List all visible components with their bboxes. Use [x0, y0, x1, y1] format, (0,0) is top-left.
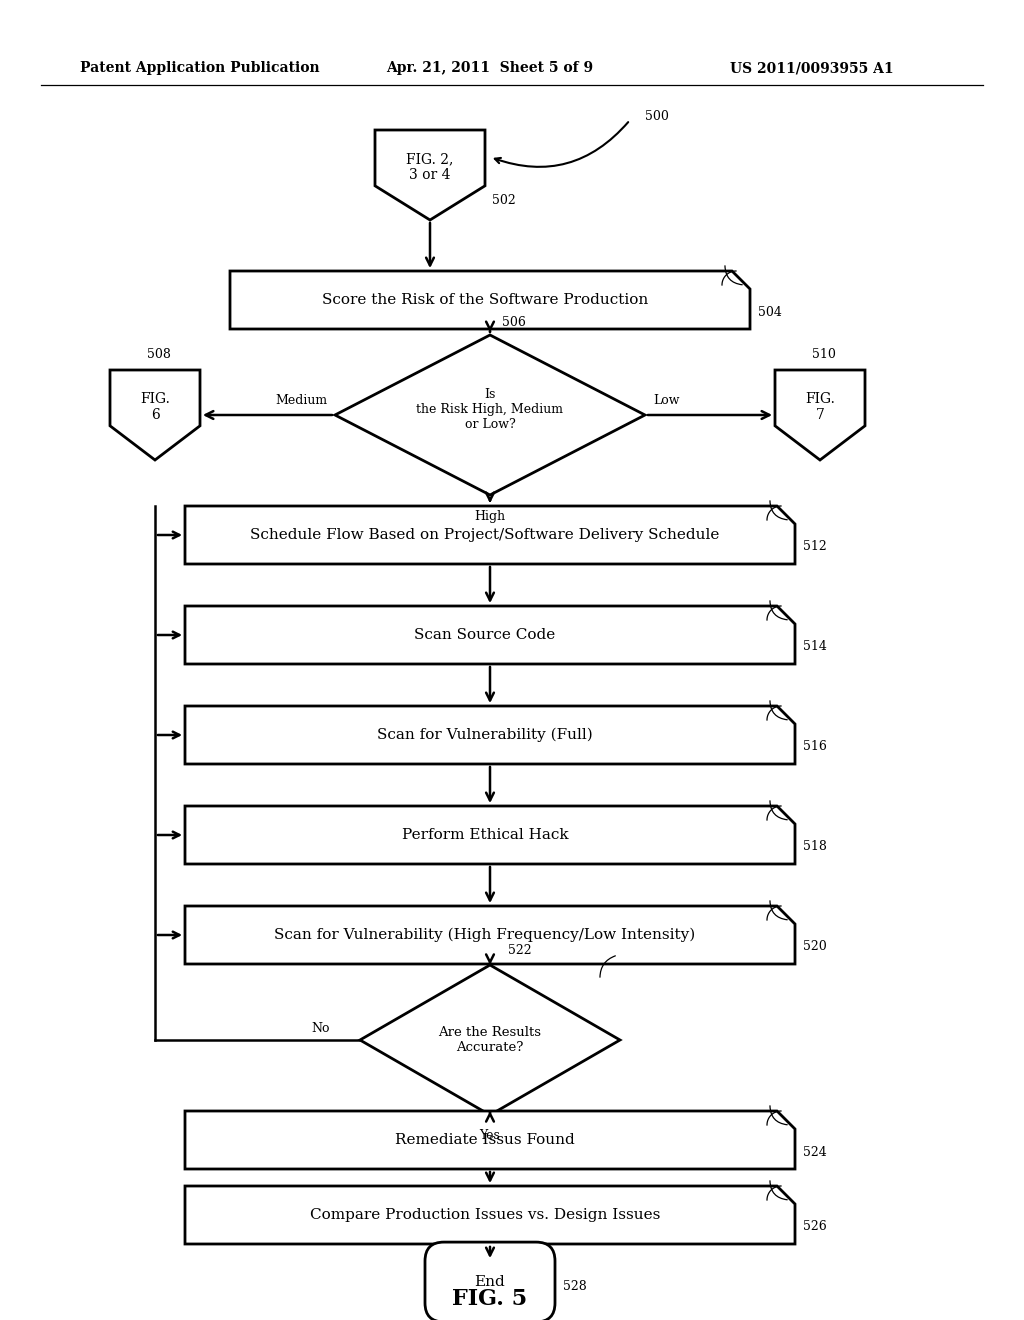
- Polygon shape: [185, 906, 795, 964]
- Text: Are the Results
Accurate?: Are the Results Accurate?: [438, 1026, 542, 1053]
- Polygon shape: [185, 706, 795, 764]
- Text: Apr. 21, 2011  Sheet 5 of 9: Apr. 21, 2011 Sheet 5 of 9: [386, 61, 594, 75]
- FancyBboxPatch shape: [425, 1242, 555, 1320]
- Text: 512: 512: [803, 540, 826, 553]
- Text: Medium: Medium: [274, 393, 327, 407]
- Polygon shape: [110, 370, 200, 459]
- Polygon shape: [185, 1185, 795, 1243]
- Text: End: End: [475, 1275, 506, 1290]
- Text: Score the Risk of the Software Production: Score the Risk of the Software Productio…: [322, 293, 648, 308]
- Text: Compare Production Issues vs. Design Issues: Compare Production Issues vs. Design Iss…: [310, 1208, 660, 1222]
- Polygon shape: [185, 606, 795, 664]
- Polygon shape: [230, 271, 750, 329]
- Text: 502: 502: [492, 194, 516, 206]
- Text: 510: 510: [812, 348, 836, 362]
- Text: 518: 518: [803, 841, 826, 854]
- Text: 526: 526: [803, 1221, 826, 1233]
- Text: Scan for Vulnerability (High Frequency/Low Intensity): Scan for Vulnerability (High Frequency/L…: [274, 928, 695, 942]
- Text: High: High: [474, 510, 506, 523]
- Text: FIG.
7: FIG. 7: [805, 392, 835, 422]
- Text: US 2011/0093955 A1: US 2011/0093955 A1: [730, 61, 894, 75]
- Polygon shape: [335, 335, 645, 495]
- Text: Low: Low: [653, 393, 680, 407]
- Text: 504: 504: [758, 305, 782, 318]
- Text: 508: 508: [147, 348, 171, 362]
- Text: Patent Application Publication: Patent Application Publication: [80, 61, 319, 75]
- Text: 506: 506: [502, 317, 526, 330]
- Text: 522: 522: [508, 944, 531, 957]
- Polygon shape: [375, 129, 485, 220]
- Text: Scan Source Code: Scan Source Code: [415, 628, 556, 642]
- Text: Remediate Issus Found: Remediate Issus Found: [395, 1133, 574, 1147]
- Polygon shape: [185, 506, 795, 564]
- Text: 528: 528: [563, 1280, 587, 1294]
- Polygon shape: [185, 807, 795, 865]
- Polygon shape: [185, 1111, 795, 1170]
- Text: FIG. 2,
3 or 4: FIG. 2, 3 or 4: [407, 152, 454, 182]
- Text: 514: 514: [803, 640, 826, 653]
- Text: Scan for Vulnerability (Full): Scan for Vulnerability (Full): [377, 727, 593, 742]
- Text: FIG.
6: FIG. 6: [140, 392, 170, 422]
- Text: 524: 524: [803, 1146, 826, 1159]
- Text: Yes: Yes: [479, 1129, 501, 1142]
- Polygon shape: [775, 370, 865, 459]
- Text: 520: 520: [803, 940, 826, 953]
- Text: 516: 516: [803, 741, 826, 754]
- Polygon shape: [360, 965, 620, 1115]
- Text: 500: 500: [645, 111, 669, 124]
- Text: Schedule Flow Based on Project/Software Delivery Schedule: Schedule Flow Based on Project/Software …: [250, 528, 720, 543]
- Text: Is
the Risk High, Medium
or Low?: Is the Risk High, Medium or Low?: [417, 388, 563, 432]
- Text: FIG. 5: FIG. 5: [453, 1288, 527, 1309]
- Text: Perform Ethical Hack: Perform Ethical Hack: [401, 828, 568, 842]
- Text: No: No: [311, 1022, 330, 1035]
